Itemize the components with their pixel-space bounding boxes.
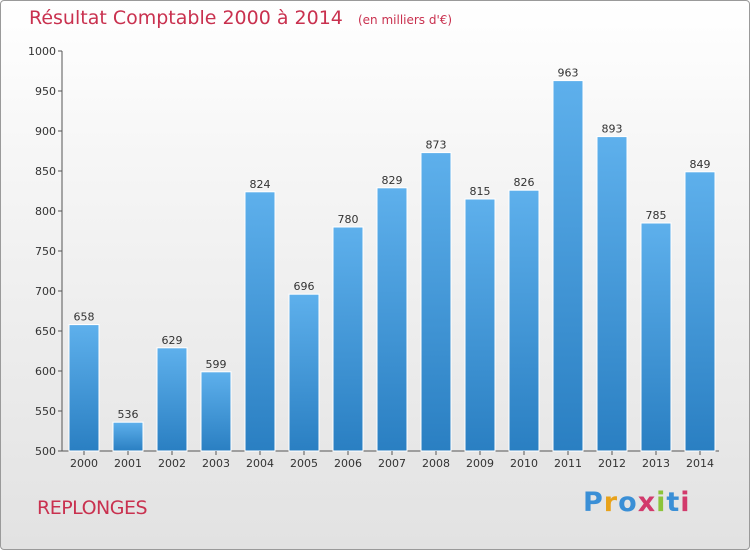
bar xyxy=(552,80,584,452)
bar xyxy=(684,171,716,452)
data-label: 658 xyxy=(74,311,95,324)
y-tick-label: 750 xyxy=(35,245,56,258)
place-name: REPLONGES xyxy=(37,497,148,519)
bar xyxy=(420,152,452,452)
bar xyxy=(596,136,628,452)
bar xyxy=(332,226,364,452)
data-label: 696 xyxy=(294,280,315,293)
data-label: 829 xyxy=(382,174,403,187)
data-label: 826 xyxy=(514,176,535,189)
data-label: 536 xyxy=(118,408,139,421)
logo-letter: i xyxy=(656,487,667,518)
y-tick-label: 500 xyxy=(35,445,56,458)
x-tick-label: 2010 xyxy=(510,457,538,470)
logo-letter: o xyxy=(618,487,638,518)
x-tick-label: 2002 xyxy=(158,457,186,470)
x-tick-label: 2011 xyxy=(554,457,582,470)
proxiti-logo: Proxiti xyxy=(583,487,691,518)
data-label: 599 xyxy=(206,358,227,371)
bar xyxy=(112,421,144,452)
bar xyxy=(640,222,672,452)
bar xyxy=(200,371,232,452)
x-tick-label: 2003 xyxy=(202,457,230,470)
x-tick-label: 2014 xyxy=(686,457,714,470)
chart-subtitle: (en milliers d'€) xyxy=(357,13,453,27)
y-tick-label: 550 xyxy=(35,405,56,418)
x-tick-label: 2012 xyxy=(598,457,626,470)
bar-chart: 500 550 600 650 700 750 800 850 900 950 1000 658 200… xyxy=(28,45,719,470)
data-label: 893 xyxy=(602,123,623,136)
y-tick-label: 800 xyxy=(35,205,56,218)
x-tick-label: 2007 xyxy=(378,457,406,470)
logo-letter: i xyxy=(680,487,691,518)
data-label: 629 xyxy=(162,334,183,347)
bar xyxy=(288,293,320,452)
chart-title: Résultat Comptable 2000 à 2014 xyxy=(29,7,343,29)
bar xyxy=(464,198,496,452)
y-tick-label: 850 xyxy=(35,165,56,178)
bar xyxy=(244,191,276,452)
data-label: 785 xyxy=(646,209,667,222)
y-tick-label: 600 xyxy=(35,365,56,378)
x-tick-label: 2001 xyxy=(114,457,142,470)
bar xyxy=(376,187,408,452)
y-tick-label: 900 xyxy=(35,125,56,138)
x-tick-label: 2006 xyxy=(334,457,362,470)
x-tick-label: 2009 xyxy=(466,457,494,470)
logo-letter: r xyxy=(603,487,619,518)
logo-letter: P xyxy=(583,487,604,518)
bar xyxy=(508,189,540,452)
data-label: 849 xyxy=(690,158,711,171)
y-tick-label: 950 xyxy=(35,85,56,98)
data-label: 780 xyxy=(338,213,359,226)
x-tick-label: 2005 xyxy=(290,457,318,470)
x-tick-label: 2013 xyxy=(642,457,670,470)
logo-letter: t xyxy=(666,487,681,518)
data-label: 815 xyxy=(470,185,491,198)
y-tick-label: 1000 xyxy=(28,45,56,58)
data-label: 824 xyxy=(250,178,271,191)
logo-letter: x xyxy=(637,487,657,518)
data-label: 873 xyxy=(426,139,447,152)
title-line: Résultat Comptable 2000 à 2014 (en milli… xyxy=(29,7,452,29)
x-tick-label: 2000 xyxy=(70,457,98,470)
x-tick-label: 2004 xyxy=(246,457,274,470)
x-tick-label: 2008 xyxy=(422,457,450,470)
y-tick-label: 700 xyxy=(35,285,56,298)
data-label: 963 xyxy=(558,67,579,80)
bar xyxy=(156,347,188,452)
y-tick-label: 650 xyxy=(35,325,56,338)
bar xyxy=(68,324,100,452)
